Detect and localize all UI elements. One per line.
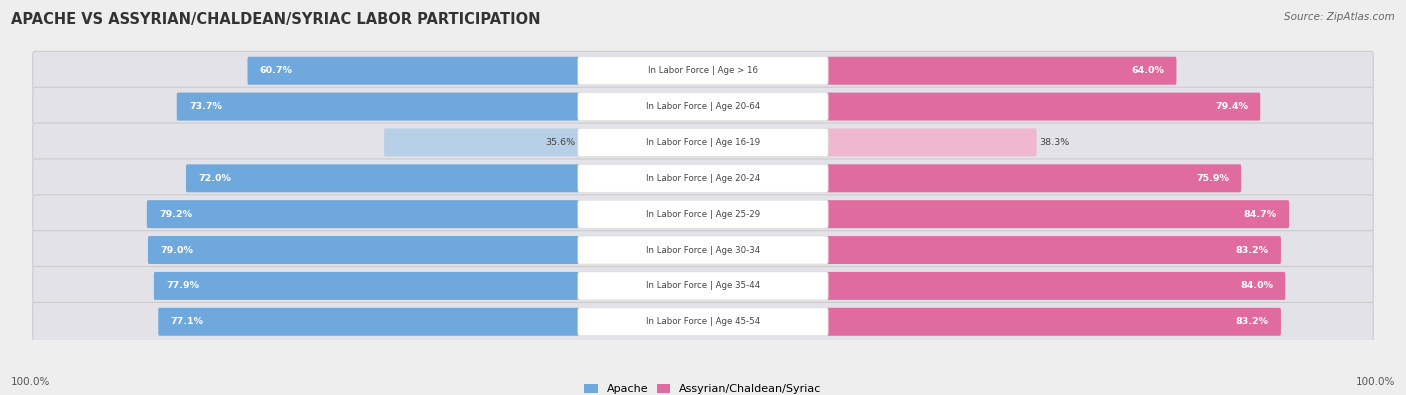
FancyBboxPatch shape [32, 87, 1374, 126]
Text: In Labor Force | Age 16-19: In Labor Force | Age 16-19 [645, 138, 761, 147]
FancyBboxPatch shape [578, 236, 828, 264]
FancyBboxPatch shape [177, 92, 581, 120]
FancyBboxPatch shape [578, 92, 828, 120]
FancyBboxPatch shape [578, 128, 828, 156]
FancyBboxPatch shape [825, 92, 1260, 120]
Text: In Labor Force | Age > 16: In Labor Force | Age > 16 [648, 66, 758, 75]
FancyBboxPatch shape [247, 57, 581, 85]
Text: 77.1%: 77.1% [170, 317, 204, 326]
FancyBboxPatch shape [32, 159, 1374, 198]
Text: 60.7%: 60.7% [260, 66, 292, 75]
FancyBboxPatch shape [578, 57, 828, 85]
FancyBboxPatch shape [825, 200, 1289, 228]
Text: In Labor Force | Age 30-34: In Labor Force | Age 30-34 [645, 246, 761, 254]
Text: 72.0%: 72.0% [198, 174, 231, 183]
FancyBboxPatch shape [578, 272, 828, 300]
Text: 73.7%: 73.7% [188, 102, 222, 111]
Text: In Labor Force | Age 20-24: In Labor Force | Age 20-24 [645, 174, 761, 183]
FancyBboxPatch shape [159, 308, 581, 336]
Text: 79.0%: 79.0% [160, 246, 193, 254]
Text: 79.4%: 79.4% [1215, 102, 1249, 111]
Text: 83.2%: 83.2% [1236, 246, 1268, 254]
FancyBboxPatch shape [32, 195, 1374, 233]
FancyBboxPatch shape [32, 267, 1374, 305]
FancyBboxPatch shape [32, 51, 1374, 90]
Text: 38.3%: 38.3% [1039, 138, 1070, 147]
Text: 35.6%: 35.6% [544, 138, 575, 147]
FancyBboxPatch shape [32, 123, 1374, 162]
FancyBboxPatch shape [384, 128, 581, 156]
FancyBboxPatch shape [825, 128, 1036, 156]
Text: 83.2%: 83.2% [1236, 317, 1268, 326]
Text: In Labor Force | Age 25-29: In Labor Force | Age 25-29 [645, 210, 761, 219]
Text: Source: ZipAtlas.com: Source: ZipAtlas.com [1284, 12, 1395, 22]
FancyBboxPatch shape [32, 231, 1374, 269]
Text: 100.0%: 100.0% [11, 377, 51, 387]
FancyBboxPatch shape [578, 200, 828, 228]
FancyBboxPatch shape [186, 164, 581, 192]
Text: 64.0%: 64.0% [1132, 66, 1164, 75]
FancyBboxPatch shape [578, 164, 828, 192]
FancyBboxPatch shape [825, 272, 1285, 300]
FancyBboxPatch shape [32, 303, 1374, 341]
Text: 79.2%: 79.2% [159, 210, 193, 219]
Text: In Labor Force | Age 35-44: In Labor Force | Age 35-44 [645, 281, 761, 290]
FancyBboxPatch shape [148, 236, 581, 264]
FancyBboxPatch shape [825, 236, 1281, 264]
Text: 84.0%: 84.0% [1240, 281, 1274, 290]
Legend: Apache, Assyrian/Chaldean/Syriac: Apache, Assyrian/Chaldean/Syriac [579, 379, 827, 395]
Text: APACHE VS ASSYRIAN/CHALDEAN/SYRIAC LABOR PARTICIPATION: APACHE VS ASSYRIAN/CHALDEAN/SYRIAC LABOR… [11, 12, 541, 27]
Text: In Labor Force | Age 45-54: In Labor Force | Age 45-54 [645, 317, 761, 326]
FancyBboxPatch shape [825, 57, 1177, 85]
FancyBboxPatch shape [825, 164, 1241, 192]
Text: 75.9%: 75.9% [1197, 174, 1229, 183]
Text: 100.0%: 100.0% [1355, 377, 1395, 387]
Text: 77.9%: 77.9% [166, 281, 200, 290]
Text: 84.7%: 84.7% [1244, 210, 1277, 219]
FancyBboxPatch shape [153, 272, 581, 300]
Text: In Labor Force | Age 20-64: In Labor Force | Age 20-64 [645, 102, 761, 111]
FancyBboxPatch shape [825, 308, 1281, 336]
FancyBboxPatch shape [146, 200, 581, 228]
FancyBboxPatch shape [578, 308, 828, 336]
